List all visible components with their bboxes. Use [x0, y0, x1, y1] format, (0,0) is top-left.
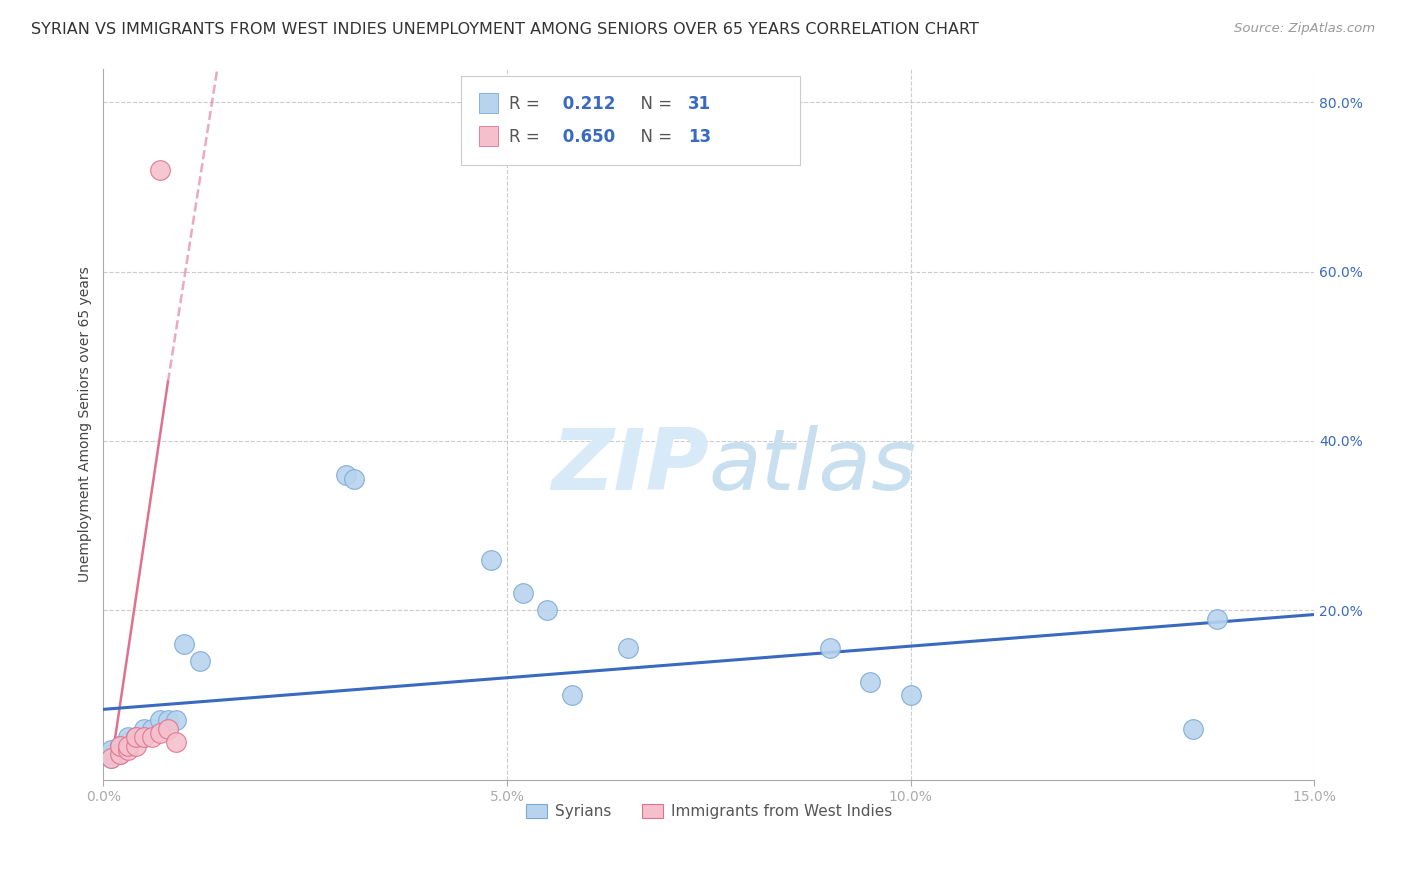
Text: N =: N =	[630, 128, 678, 146]
Point	[859, 675, 882, 690]
Point	[141, 722, 163, 736]
Point	[132, 722, 155, 736]
Text: 31: 31	[688, 95, 711, 113]
Point	[124, 731, 146, 745]
Point	[132, 731, 155, 745]
Point	[900, 688, 922, 702]
Point	[156, 714, 179, 728]
Point	[561, 688, 583, 702]
Text: Source: ZipAtlas.com: Source: ZipAtlas.com	[1234, 22, 1375, 36]
Point	[342, 472, 364, 486]
Point	[108, 739, 131, 753]
FancyBboxPatch shape	[461, 76, 800, 164]
Point	[117, 734, 139, 748]
Point	[1206, 612, 1229, 626]
Point	[108, 747, 131, 762]
Point	[100, 751, 122, 765]
Bar	[478, 126, 498, 146]
Point	[141, 731, 163, 745]
Y-axis label: Unemployment Among Seniors over 65 years: Unemployment Among Seniors over 65 years	[79, 266, 93, 582]
Point	[117, 743, 139, 757]
Point	[108, 739, 131, 753]
Text: N =: N =	[630, 95, 678, 113]
Point	[149, 726, 172, 740]
Point	[132, 731, 155, 745]
Text: 13: 13	[688, 128, 711, 146]
Text: 0.212: 0.212	[557, 95, 616, 113]
Point	[124, 731, 146, 745]
Point	[536, 603, 558, 617]
Point	[124, 739, 146, 753]
Point	[100, 747, 122, 762]
Text: atlas: atlas	[709, 425, 917, 508]
Point	[108, 739, 131, 753]
Point	[156, 722, 179, 736]
Point	[165, 734, 187, 748]
Point	[165, 714, 187, 728]
Point	[100, 743, 122, 757]
Point	[117, 739, 139, 753]
Point	[1182, 722, 1205, 736]
Legend: Syrians, Immigrants from West Indies: Syrians, Immigrants from West Indies	[520, 797, 898, 825]
Point	[479, 552, 502, 566]
Point	[617, 641, 640, 656]
Text: 0.650: 0.650	[557, 128, 616, 146]
Point	[100, 751, 122, 765]
Text: R =: R =	[509, 95, 546, 113]
Point	[149, 163, 172, 178]
Point	[818, 641, 841, 656]
Point	[108, 747, 131, 762]
Text: R =: R =	[509, 128, 546, 146]
Point	[117, 739, 139, 753]
Point	[124, 731, 146, 745]
Point	[335, 467, 357, 482]
Point	[512, 586, 534, 600]
Point	[149, 714, 172, 728]
Bar	[478, 93, 498, 112]
Text: SYRIAN VS IMMIGRANTS FROM WEST INDIES UNEMPLOYMENT AMONG SENIORS OVER 65 YEARS C: SYRIAN VS IMMIGRANTS FROM WEST INDIES UN…	[31, 22, 979, 37]
Point	[173, 637, 195, 651]
Point	[188, 654, 211, 668]
Point	[117, 731, 139, 745]
Text: ZIP: ZIP	[551, 425, 709, 508]
